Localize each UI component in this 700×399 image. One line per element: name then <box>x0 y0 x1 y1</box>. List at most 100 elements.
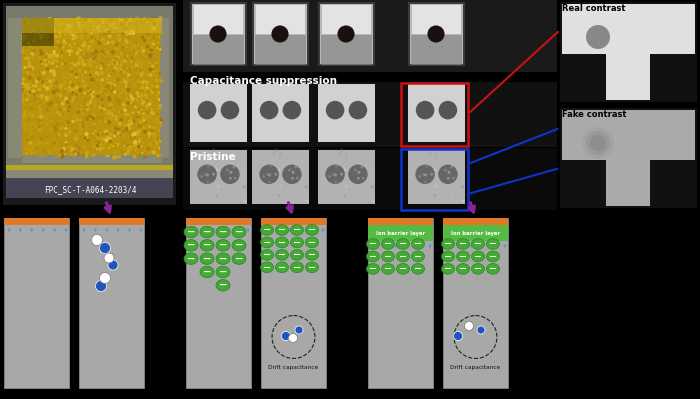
Circle shape <box>73 155 75 158</box>
Circle shape <box>116 132 119 134</box>
Circle shape <box>86 89 90 93</box>
Circle shape <box>22 88 24 91</box>
Circle shape <box>56 111 60 114</box>
Circle shape <box>108 150 112 153</box>
Circle shape <box>108 86 111 89</box>
Circle shape <box>21 51 24 53</box>
Circle shape <box>22 51 25 54</box>
Circle shape <box>134 41 139 45</box>
Circle shape <box>101 50 104 53</box>
Circle shape <box>49 120 52 124</box>
Circle shape <box>110 88 113 90</box>
Circle shape <box>86 87 89 90</box>
Circle shape <box>155 101 157 103</box>
Ellipse shape <box>367 251 379 262</box>
Circle shape <box>110 76 111 77</box>
Circle shape <box>33 156 35 159</box>
Circle shape <box>136 29 138 31</box>
Circle shape <box>138 45 139 46</box>
Circle shape <box>46 141 50 145</box>
Circle shape <box>94 28 95 29</box>
Circle shape <box>42 59 46 63</box>
Circle shape <box>304 161 308 164</box>
Circle shape <box>40 114 44 117</box>
Circle shape <box>116 68 120 72</box>
Circle shape <box>144 20 146 22</box>
Circle shape <box>159 79 164 83</box>
Circle shape <box>22 148 24 150</box>
Circle shape <box>58 68 60 69</box>
Circle shape <box>146 146 150 150</box>
Circle shape <box>28 21 30 24</box>
Circle shape <box>135 26 137 29</box>
Circle shape <box>90 105 92 107</box>
Circle shape <box>48 17 52 21</box>
Circle shape <box>23 75 25 76</box>
Circle shape <box>118 135 120 138</box>
Circle shape <box>32 39 35 42</box>
Circle shape <box>125 17 129 21</box>
Circle shape <box>108 139 112 143</box>
Circle shape <box>136 114 140 117</box>
Circle shape <box>150 100 152 102</box>
Circle shape <box>146 21 148 23</box>
Circle shape <box>39 145 41 147</box>
Circle shape <box>33 73 36 77</box>
Circle shape <box>148 17 151 20</box>
Circle shape <box>149 73 153 77</box>
Circle shape <box>35 112 38 116</box>
Circle shape <box>53 72 54 73</box>
Circle shape <box>92 59 96 63</box>
Ellipse shape <box>472 264 484 274</box>
Circle shape <box>120 24 122 27</box>
Ellipse shape <box>367 239 379 249</box>
Circle shape <box>157 154 160 157</box>
Circle shape <box>101 144 105 148</box>
Circle shape <box>102 26 105 28</box>
Circle shape <box>149 151 151 153</box>
Circle shape <box>44 56 46 58</box>
Circle shape <box>134 47 137 51</box>
Circle shape <box>244 200 246 203</box>
Text: −: − <box>234 254 244 264</box>
Circle shape <box>296 177 299 180</box>
Circle shape <box>110 89 113 92</box>
Circle shape <box>118 38 119 39</box>
Circle shape <box>55 97 59 101</box>
Circle shape <box>125 25 126 26</box>
Circle shape <box>92 142 95 145</box>
Circle shape <box>131 103 134 106</box>
Circle shape <box>134 63 139 67</box>
Circle shape <box>60 152 63 156</box>
Circle shape <box>119 128 120 129</box>
Circle shape <box>99 58 101 60</box>
Circle shape <box>147 36 150 39</box>
Circle shape <box>140 86 141 88</box>
Ellipse shape <box>200 253 214 265</box>
Circle shape <box>100 137 104 140</box>
Circle shape <box>29 45 31 47</box>
Circle shape <box>89 114 92 117</box>
Circle shape <box>99 87 100 88</box>
Circle shape <box>89 90 92 94</box>
Circle shape <box>146 45 149 48</box>
Circle shape <box>292 201 295 204</box>
Circle shape <box>116 41 117 43</box>
Circle shape <box>147 33 150 37</box>
Circle shape <box>75 46 76 47</box>
Circle shape <box>84 137 86 139</box>
Circle shape <box>27 83 28 85</box>
Circle shape <box>29 36 32 40</box>
Circle shape <box>140 111 143 113</box>
Circle shape <box>22 77 25 81</box>
Ellipse shape <box>382 239 395 249</box>
Circle shape <box>71 26 74 29</box>
Circle shape <box>158 33 159 35</box>
Circle shape <box>116 78 120 81</box>
Circle shape <box>127 146 131 149</box>
Circle shape <box>51 104 55 107</box>
Circle shape <box>109 54 111 55</box>
Bar <box>190 150 247 204</box>
Circle shape <box>52 70 56 74</box>
Circle shape <box>47 87 52 91</box>
